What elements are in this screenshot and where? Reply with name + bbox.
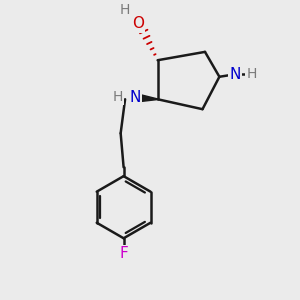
- Text: F: F: [119, 246, 128, 261]
- Text: H: H: [120, 3, 130, 17]
- Polygon shape: [135, 93, 158, 102]
- Text: H: H: [246, 68, 256, 81]
- Text: N: N: [229, 67, 240, 82]
- Text: H: H: [112, 90, 123, 104]
- Text: N: N: [130, 90, 141, 105]
- Text: O: O: [132, 16, 144, 31]
